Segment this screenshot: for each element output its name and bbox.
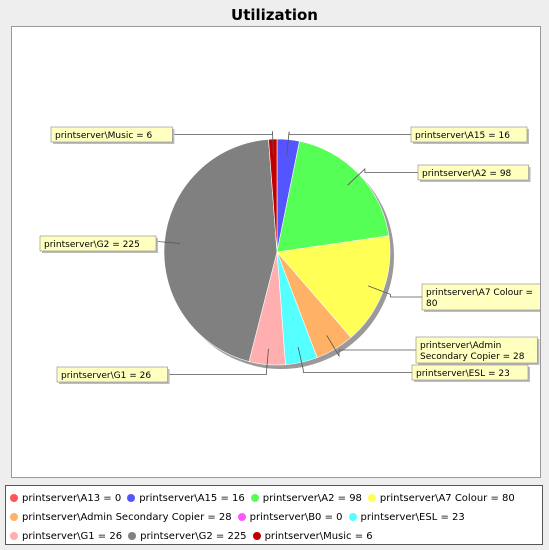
slice-label-text: 80 xyxy=(426,299,438,309)
leader-line xyxy=(286,131,411,156)
chart-title: Utilization xyxy=(231,6,318,24)
leader-line xyxy=(367,285,422,298)
slice-label: printserver\Music = 6 xyxy=(50,126,175,144)
legend-label: printserver\A2 = 98 xyxy=(262,493,362,504)
legend-label: printserver\Admin Secondary Copier = 28 xyxy=(22,512,232,523)
legend-label: printserver\Music = 6 xyxy=(264,531,373,542)
legend-item[interactable]: printserver\G1 = 26 xyxy=(10,527,122,546)
slice-label-text: printserver\Admin xyxy=(420,341,501,351)
legend-label: printserver\G2 = 225 xyxy=(140,531,247,542)
legend-swatch xyxy=(127,494,136,502)
slice-label-text: printserver\ESL = 23 xyxy=(416,369,510,379)
slice-label-text: printserver\A7 Colour = xyxy=(426,288,533,298)
legend-item[interactable]: printserver\A15 = 16 xyxy=(127,489,245,508)
legend-label: printserver\A13 = 0 xyxy=(22,493,122,504)
slice-label-text: printserver\Music = 6 xyxy=(55,131,153,141)
legend-item[interactable]: printserver\G2 = 225 xyxy=(128,527,247,546)
legend-label: printserver\G1 = 26 xyxy=(22,531,123,542)
slice-label: printserver\G2 = 225 xyxy=(39,235,158,253)
legend-swatch xyxy=(367,494,376,502)
legend-item[interactable]: printserver\A13 = 0 xyxy=(10,489,121,508)
slice-label: printserver\A7 Colour =80 xyxy=(421,283,540,312)
legend-row: printserver\G1 = 26 printserver\G2 = 225 p… xyxy=(10,527,538,546)
pie-chart: printserver\A15 = 16 printserver\A2 = 98 p… xyxy=(39,126,540,384)
legend-swatch xyxy=(128,532,137,540)
leader-line xyxy=(167,348,269,375)
leader-line xyxy=(172,131,274,155)
legend-item[interactable]: printserver\Music = 6 xyxy=(252,527,373,546)
legend-label: printserver\B0 = 0 xyxy=(249,512,343,523)
leader-line xyxy=(347,167,418,186)
legend-item[interactable]: printserver\B0 = 0 xyxy=(237,508,343,527)
legend-row: printserver\Admin Secondary Copier = 28 p… xyxy=(10,508,538,527)
legend-swatch xyxy=(237,513,246,521)
legend-item[interactable]: printserver\A2 = 98 xyxy=(250,489,362,508)
slice-label: printserver\A2 = 98 xyxy=(417,164,531,182)
legend-label: printserver\A7 Colour = 80 xyxy=(379,493,515,504)
legend-label: printserver\A15 = 16 xyxy=(139,493,245,504)
legend-row: printserver\A13 = 0 printserver\A15 = 16 p… xyxy=(10,489,538,508)
leader-line xyxy=(297,346,412,373)
slice-label-text: Secondary Copier = 28 xyxy=(420,352,525,362)
slice-label: printserver\ESL = 23 xyxy=(411,364,530,382)
slice-label: printserver\A15 = 16 xyxy=(410,126,529,144)
legend-swatch xyxy=(348,513,357,521)
slice-label-text: printserver\G1 = 26 xyxy=(61,371,151,381)
slice-label-text: printserver\A2 = 98 xyxy=(422,169,512,179)
legend-label: printserver\ESL = 23 xyxy=(360,512,465,523)
slice-label: printserver\G1 = 26 xyxy=(56,366,170,384)
leader-line xyxy=(326,335,416,358)
legend-swatch xyxy=(10,494,18,502)
legend-swatch xyxy=(250,494,259,502)
legend-item[interactable]: printserver\A7 Colour = 80 xyxy=(367,489,515,508)
legend: printserver\A13 = 0 printserver\A15 = 16 p… xyxy=(5,485,543,545)
legend-item[interactable]: printserver\Admin Secondary Copier = 28 xyxy=(10,508,232,527)
slice-label-text: printserver\A15 = 16 xyxy=(415,131,510,141)
legend-swatch xyxy=(252,532,261,540)
legend-swatch xyxy=(10,513,18,521)
legend-swatch xyxy=(10,532,18,540)
plot-area: printserver\A15 = 16 printserver\A2 = 98 p… xyxy=(11,26,541,478)
legend-item[interactable]: printserver\ESL = 23 xyxy=(348,508,465,527)
slice-label-text: printserver\G2 = 225 xyxy=(44,240,140,250)
